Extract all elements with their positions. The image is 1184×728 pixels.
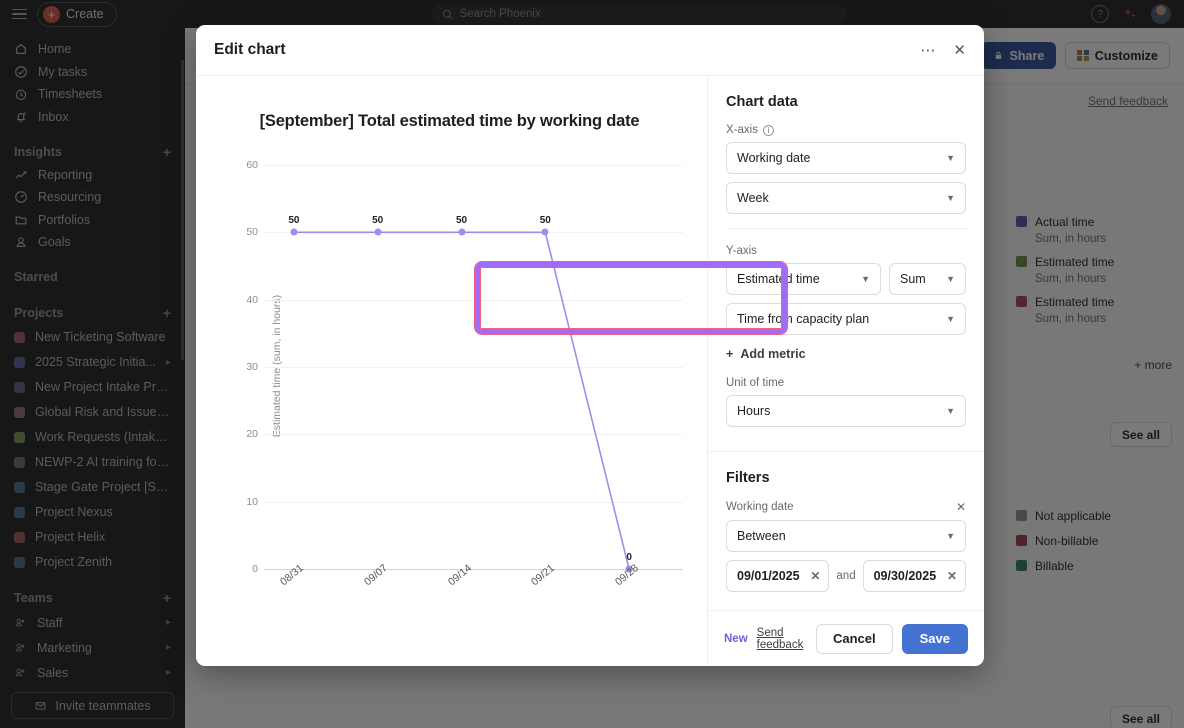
chart-title: [September] Total estimated time by work… [259, 112, 640, 130]
chart-gridline [264, 501, 683, 503]
x-axis-grouping-select[interactable]: Week ▼ [726, 182, 966, 214]
chevron-down-icon: ▼ [946, 531, 955, 541]
ellipsis-icon[interactable]: ⋯ [920, 42, 936, 59]
dialog-title: Edit chart [214, 41, 286, 58]
filter-date-end-input[interactable]: 09/30/2025 ✕ [862, 560, 966, 592]
save-button[interactable]: Save [901, 623, 968, 654]
chart-gridline [264, 165, 683, 166]
chevron-down-icon: ▼ [946, 314, 955, 324]
y-axis-tick-label: 60 [246, 159, 258, 171]
x-axis-field-select[interactable]: Working date ▼ [726, 142, 966, 174]
filter-operator-value: Between [737, 529, 786, 543]
remove-filter-icon[interactable]: ✕ [955, 500, 966, 514]
clear-end-date-icon[interactable]: ✕ [946, 569, 957, 583]
y-axis-tick-label: 10 [246, 495, 258, 508]
y-axis-aggregation-select[interactable]: Sum ▼ [889, 263, 966, 295]
chart-plot-area[interactable]: Estimated time (sum, in hours) 0 10 20 30 40… [216, 151, 683, 588]
filter-date-start-input[interactable]: 09/01/2025 ✕ [726, 560, 830, 592]
x-axis-label: X-axis i [726, 124, 966, 136]
chart-data-section: Chart data X-axis i Working date ▼ Week … [708, 76, 984, 451]
chevron-down-icon: ▼ [946, 153, 955, 163]
y-axis-row: Estimated time ▼ Sum ▼ [726, 263, 966, 303]
unit-of-time-value: Hours [737, 404, 771, 418]
filter-date-range-row: 09/01/2025 ✕ and 09/30/2025 ✕ [726, 560, 966, 592]
y-axis-label-text: Y-axis [726, 245, 757, 257]
chart-data-label: 50 [288, 215, 300, 227]
info-icon[interactable]: i [762, 124, 774, 136]
chevron-down-icon: ▼ [861, 274, 870, 284]
chart-preview: [September] Total estimated time by work… [196, 76, 787, 666]
clear-start-date-icon[interactable]: ✕ [810, 569, 821, 583]
y-axis-field-value: Estimated time [737, 272, 820, 286]
chart-data-point[interactable] [374, 228, 382, 236]
section-title: Chart data [726, 94, 798, 110]
unit-of-time-select[interactable]: Hours ▼ [726, 395, 966, 427]
filters-section: Filters Working date ✕ Between ▼ 09/01/2… [708, 451, 984, 608]
add-metric-label: Add metric [740, 347, 806, 361]
filter-operator-select[interactable]: Between ▼ [726, 520, 966, 552]
x-axis-label-text: X-axis [726, 124, 758, 136]
filter-header: Working date ✕ [726, 500, 966, 514]
chart-data-point[interactable] [541, 228, 549, 236]
divider [726, 228, 966, 229]
close-icon[interactable]: ✕ [953, 42, 966, 59]
chart-data-label: 0 [626, 552, 632, 563]
y-axis-tick-label: 50 [246, 226, 258, 239]
y-axis-tick-label: 0 [252, 563, 258, 575]
and-label: and [836, 570, 856, 582]
chart-data-label: 50 [539, 215, 551, 227]
y-axis-aggregation-value: Sum [900, 272, 926, 286]
y-axis-tick-label: 40 [246, 293, 258, 306]
chevron-down-icon: ▼ [946, 193, 955, 203]
chart-series [293, 231, 630, 570]
chevron-down-icon: ▼ [946, 406, 955, 416]
plus-icon: + [726, 347, 734, 361]
chart-data-label: 50 [455, 215, 468, 227]
y-axis-tick-label: 20 [246, 428, 258, 441]
y-axis-label: Y-axis [726, 245, 966, 257]
chart-data-point[interactable] [458, 228, 465, 236]
filter-date-end-value: 09/30/2025 [873, 569, 937, 583]
filter-field-label: Working date [726, 501, 794, 513]
send-feedback-link[interactable]: Send feedback [756, 626, 804, 651]
new-badge: New [724, 632, 748, 645]
cancel-button[interactable]: Cancel [815, 623, 893, 654]
chart-config-panel: Chart data X-axis i Working date ▼ Week … [707, 76, 984, 666]
y-axis-field-select[interactable]: Estimated time ▼ [726, 263, 881, 295]
dialog-footer: New Send feedback Cancel Save [708, 610, 984, 666]
edit-chart-dialog: Edit chart ⋯ ✕ [September] Total estimat… [196, 25, 984, 666]
chevron-down-icon: ▼ [946, 274, 955, 284]
unit-of-time-label: Unit of time [726, 377, 785, 389]
chart-data-point[interactable] [625, 565, 633, 573]
dialog-body: [September] Total estimated time by work… [196, 76, 984, 666]
y-axis-tick-label: 30 [246, 361, 258, 373]
add-metric-button[interactable]: + Add metric [726, 347, 966, 361]
filter-date-start-value: 09/01/2025 [737, 569, 800, 583]
chart-data-point[interactable] [290, 228, 298, 236]
chart-gridline [264, 434, 683, 436]
x-axis-grouping-value: Week [737, 191, 769, 205]
config-scroll: Chart data X-axis i Working date ▼ Week … [708, 76, 984, 610]
chart-data-label: 50 [372, 215, 384, 227]
filters-title: Filters [726, 470, 770, 486]
chart-gridline [264, 367, 683, 368]
y-axis-source-value: Time from capacity plan [737, 312, 870, 326]
dialog-header: Edit chart ⋯ ✕ [196, 25, 984, 76]
y-axis-source-select[interactable]: Time from capacity plan ▼ [726, 303, 966, 335]
chart-gridline [264, 299, 683, 301]
x-axis-field-value: Working date [737, 151, 811, 165]
chart-gridline [264, 569, 683, 570]
